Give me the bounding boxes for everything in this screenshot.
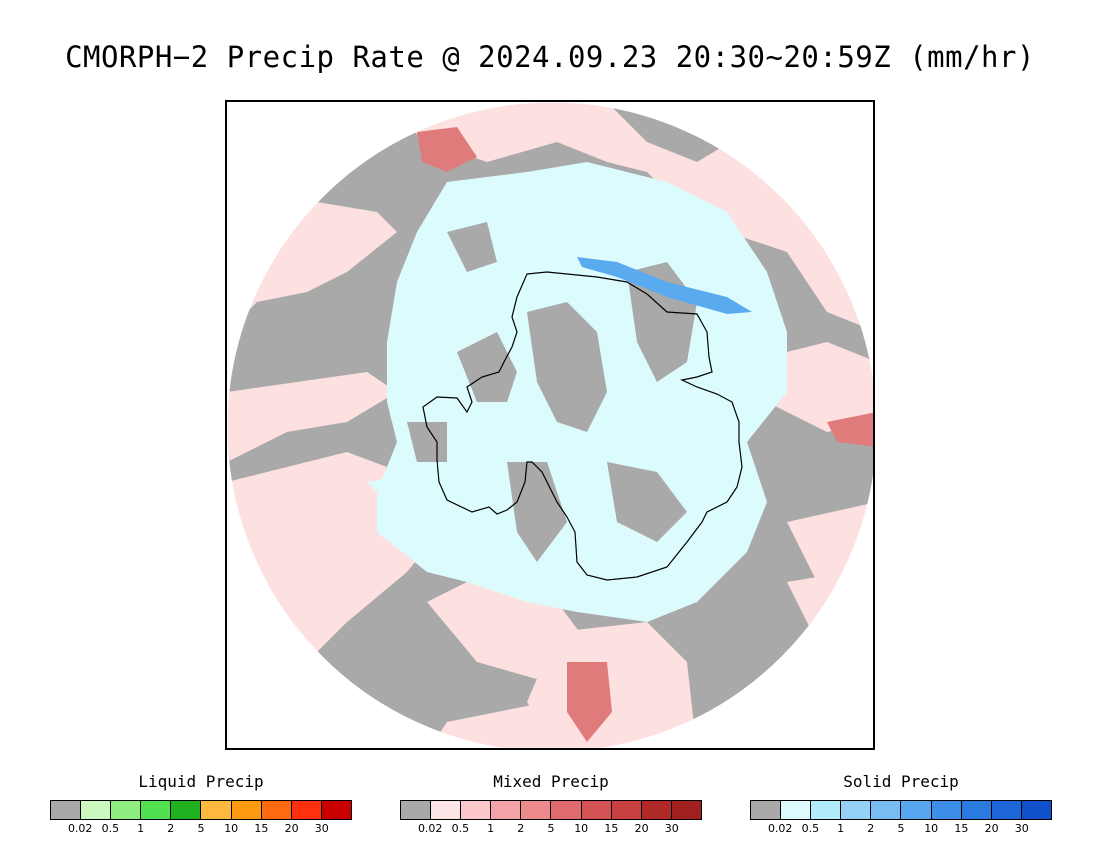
legend-swatch [641,801,672,819]
polar-stereographic-map [227,102,873,748]
legend-swatch [611,801,642,819]
legend-swatch [261,801,292,819]
legend-swatch [401,801,432,819]
legend-tick-label: 15 [954,822,969,835]
precip-map [225,100,875,750]
solid-precip-legend: Solid Precip 0.02 0.5 1 2 5 10 15 20 30 [750,772,1052,836]
legend-tick-label: 0.5 [801,822,820,835]
legend-colorbar [50,800,352,820]
legend-swatch [781,801,812,819]
mixed-precip-legend: Mixed Precip 0.02 0.5 1 2 5 10 15 20 30 [400,772,702,836]
legend-title: Liquid Precip [138,772,264,791]
legend-title: Mixed Precip [493,772,609,791]
legend-swatch [521,801,552,819]
legend-swatch [491,801,522,819]
legend-tick-label: 30 [314,822,329,835]
legend-swatch [671,801,701,819]
legend-swatch [81,801,112,819]
legend-swatch [321,801,351,819]
legend-ticks: 0.02 0.5 1 2 5 10 15 20 30 [750,822,1052,836]
legend-swatch [201,801,232,819]
legend-tick-label: 1 [487,822,495,835]
legend-tick-label: 5 [897,822,905,835]
legend-tick-label: 30 [1014,822,1029,835]
legend-tick-label: 0.02 [417,822,443,835]
legend-swatch [931,801,962,819]
legend-swatch [171,801,202,819]
legend-swatch [871,801,902,819]
liquid-precip-legend: Liquid Precip 0.02 0.5 1 2 5 10 15 20 30 [50,772,352,836]
legend-tick-label: 30 [664,822,679,835]
legend-tick-label: 1 [837,822,845,835]
legend-swatch [111,801,142,819]
map-disc [227,102,873,748]
legend-tick-label: 2 [517,822,525,835]
legend-swatch [551,801,582,819]
legend-swatch [961,801,992,819]
legend-swatch [51,801,82,819]
legend-swatch [461,801,492,819]
legend-title: Solid Precip [843,772,959,791]
legend-swatch [291,801,322,819]
legend-tick-label: 0.02 [767,822,793,835]
legend-swatch [1021,801,1051,819]
legend-tick-label: 15 [254,822,269,835]
legend-swatch [811,801,842,819]
legend-swatch [901,801,932,819]
legend-tick-label: 10 [924,822,939,835]
legend-tick-label: 15 [604,822,619,835]
legend-tick-label: 0.5 [101,822,120,835]
legend-ticks: 0.02 0.5 1 2 5 10 15 20 30 [400,822,702,836]
legend-swatch [991,801,1022,819]
antarctic-coastline [422,271,743,581]
legend-swatch [431,801,462,819]
legend-colorbar [400,800,702,820]
legend-tick-label: 0.5 [451,822,470,835]
legend-tick-label: 20 [634,822,649,835]
legend-ticks: 0.02 0.5 1 2 5 10 15 20 30 [50,822,352,836]
legend-tick-label: 20 [284,822,299,835]
legend-tick-label: 20 [984,822,999,835]
legend-swatch [751,801,782,819]
legend-swatch [231,801,262,819]
legend-tick-label: 2 [867,822,875,835]
legend-tick-label: 10 [574,822,589,835]
legend-tick-label: 0.02 [67,822,93,835]
legend-tick-label: 10 [224,822,239,835]
legend-swatch [841,801,872,819]
legend-tick-label: 5 [197,822,205,835]
legend-swatch [581,801,612,819]
map-title: CMORPH−2 Precip Rate @ 2024.09.23 20:30~… [65,40,1035,74]
legend-swatch [141,801,172,819]
mixed-precip-heavy [417,127,873,742]
legend-tick-label: 5 [547,822,555,835]
legend-tick-label: 1 [137,822,145,835]
legend-tick-label: 2 [167,822,175,835]
legend-colorbar [750,800,1052,820]
solid-precip-streak [577,257,752,314]
